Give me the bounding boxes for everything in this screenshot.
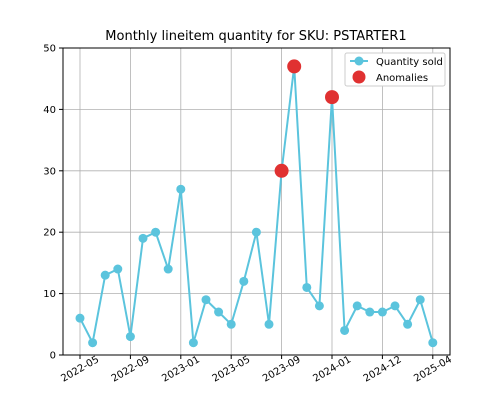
data-point-quantity-sold bbox=[239, 276, 249, 286]
data-point-quantity-sold bbox=[302, 282, 312, 292]
y-tick-label: 30 bbox=[43, 166, 56, 177]
data-point-quantity-sold bbox=[100, 270, 110, 280]
data-point-quantity-sold bbox=[390, 301, 400, 311]
data-point-quantity-sold bbox=[214, 307, 224, 317]
series-line-quantity-sold bbox=[79, 66, 434, 346]
data-point-quantity-sold bbox=[151, 227, 161, 237]
data-point-quantity-sold bbox=[113, 264, 123, 274]
data-point-anomaly bbox=[325, 90, 339, 105]
chart-title: Monthly lineitem quantity for SKU: PSTAR… bbox=[105, 29, 406, 44]
x-axis-ticks: 2022-05 2022-09 2023-01 2023-05 2023-09 2024-… bbox=[59, 354, 453, 384]
y-tick-label: 10 bbox=[43, 289, 56, 300]
data-point-quantity-sold bbox=[125, 332, 135, 342]
legend-label-quantity: Quantity sold bbox=[376, 57, 443, 68]
data-point-quantity-sold bbox=[377, 307, 387, 317]
legend-label-anomalies: Anomalies bbox=[376, 73, 428, 84]
data-point-quantity-sold bbox=[352, 301, 362, 311]
data-point-anomaly bbox=[287, 59, 302, 74]
data-point-quantity-sold bbox=[188, 338, 198, 348]
y-tick-label: 50 bbox=[43, 44, 56, 55]
y-tick-label: 20 bbox=[43, 228, 56, 239]
legend-box bbox=[344, 52, 446, 87]
legend-marker-quantity bbox=[354, 56, 364, 66]
data-point-quantity-sold bbox=[176, 184, 186, 194]
data-point-quantity-sold bbox=[264, 319, 274, 329]
data-point-quantity-sold bbox=[428, 338, 438, 348]
plot-frame bbox=[62, 47, 451, 356]
series-layer bbox=[75, 59, 438, 348]
legend: Quantity sold Anomalies bbox=[344, 52, 446, 87]
data-point-quantity-sold bbox=[75, 313, 85, 323]
data-point-quantity-sold bbox=[226, 319, 236, 329]
data-point-quantity-sold bbox=[415, 295, 425, 305]
data-point-quantity-sold bbox=[314, 301, 324, 311]
data-point-quantity-sold bbox=[251, 227, 261, 237]
data-point-quantity-sold bbox=[403, 319, 413, 329]
data-point-quantity-sold bbox=[138, 233, 148, 243]
data-point-anomaly bbox=[274, 163, 289, 178]
y-tick-label: 0 bbox=[50, 351, 56, 362]
data-point-quantity-sold bbox=[340, 325, 350, 335]
y-axis-ticks: 0 10 20 30 40 50 bbox=[43, 44, 63, 362]
legend-marker-anomalies bbox=[352, 70, 366, 84]
data-point-quantity-sold bbox=[201, 295, 211, 305]
data-point-quantity-sold bbox=[163, 264, 173, 274]
y-tick-label: 40 bbox=[43, 105, 56, 116]
data-point-quantity-sold bbox=[88, 338, 98, 348]
axes bbox=[62, 47, 451, 356]
data-point-quantity-sold bbox=[365, 307, 375, 317]
